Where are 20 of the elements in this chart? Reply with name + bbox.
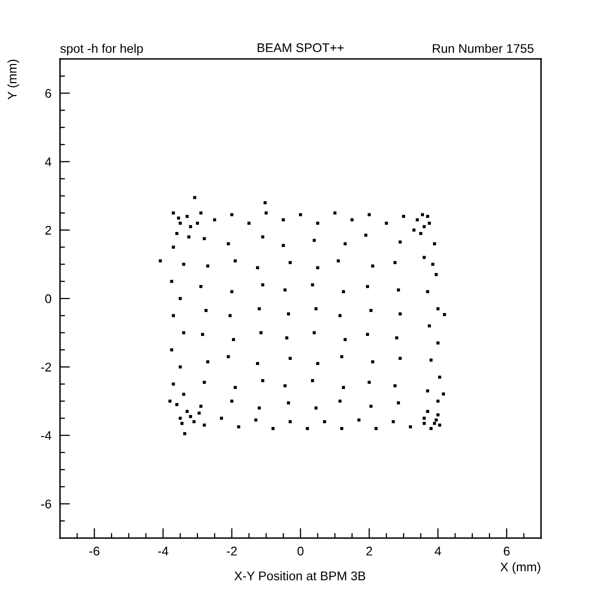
x-tick-label: -2	[226, 546, 237, 556]
x-tick-label: -6	[89, 546, 100, 556]
text: spot -h for help	[60, 44, 143, 56]
x-tick-label: 6	[504, 546, 510, 556]
text: X-Y Position at BPM 3B	[234, 571, 366, 580]
chart-title: BEAM SPOT++	[258, 43, 344, 52]
y-axis-title: Y (mm)	[7, 60, 20, 100]
text: Run Number 1755	[432, 44, 534, 53]
x-tick-label: 2	[366, 546, 372, 556]
y-tick-label: -6	[41, 500, 52, 508]
y-tick-label: -2	[41, 362, 52, 372]
y-tick-label: 0	[45, 294, 52, 304]
x-tick-label: 0	[298, 546, 304, 556]
y-tick-label: -4	[41, 431, 52, 440]
x-tick-label: 4	[434, 546, 442, 556]
y-tick-label: 4	[45, 158, 52, 166]
x-tick-label: -4	[158, 546, 168, 556]
y-tick-label: 2	[45, 226, 52, 235]
x-axis-title: X (mm)	[500, 562, 540, 574]
y-tick-label: 6	[45, 89, 52, 98]
